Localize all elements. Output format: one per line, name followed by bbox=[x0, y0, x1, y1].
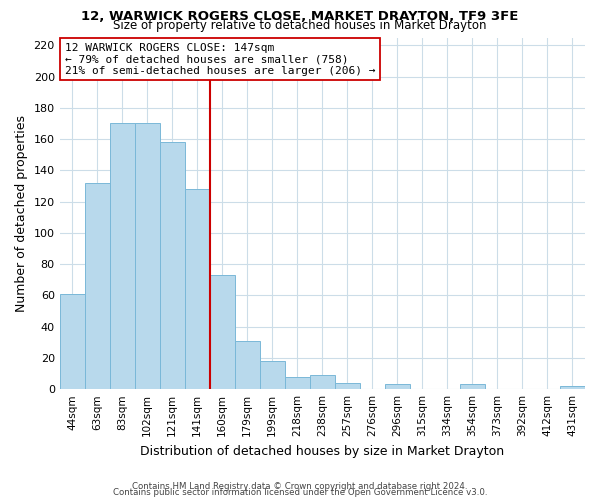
Bar bbox=[260, 361, 285, 389]
Text: Contains HM Land Registry data © Crown copyright and database right 2024.: Contains HM Land Registry data © Crown c… bbox=[132, 482, 468, 491]
Bar bbox=[560, 386, 585, 389]
Text: Contains public sector information licensed under the Open Government Licence v3: Contains public sector information licen… bbox=[113, 488, 487, 497]
Bar bbox=[110, 124, 135, 389]
Y-axis label: Number of detached properties: Number of detached properties bbox=[15, 115, 28, 312]
Bar bbox=[460, 384, 485, 389]
Bar bbox=[135, 124, 160, 389]
Text: 12, WARWICK ROGERS CLOSE, MARKET DRAYTON, TF9 3FE: 12, WARWICK ROGERS CLOSE, MARKET DRAYTON… bbox=[82, 10, 518, 23]
Bar bbox=[85, 183, 110, 389]
Bar bbox=[160, 142, 185, 389]
Bar bbox=[335, 383, 360, 389]
Bar bbox=[285, 376, 310, 389]
Bar bbox=[59, 294, 85, 389]
Bar bbox=[310, 375, 335, 389]
Text: 12 WARWICK ROGERS CLOSE: 147sqm
← 79% of detached houses are smaller (758)
21% o: 12 WARWICK ROGERS CLOSE: 147sqm ← 79% of… bbox=[65, 43, 376, 76]
Bar bbox=[235, 340, 260, 389]
Text: Size of property relative to detached houses in Market Drayton: Size of property relative to detached ho… bbox=[113, 18, 487, 32]
X-axis label: Distribution of detached houses by size in Market Drayton: Distribution of detached houses by size … bbox=[140, 444, 505, 458]
Bar bbox=[385, 384, 410, 389]
Bar bbox=[210, 275, 235, 389]
Bar bbox=[185, 189, 210, 389]
